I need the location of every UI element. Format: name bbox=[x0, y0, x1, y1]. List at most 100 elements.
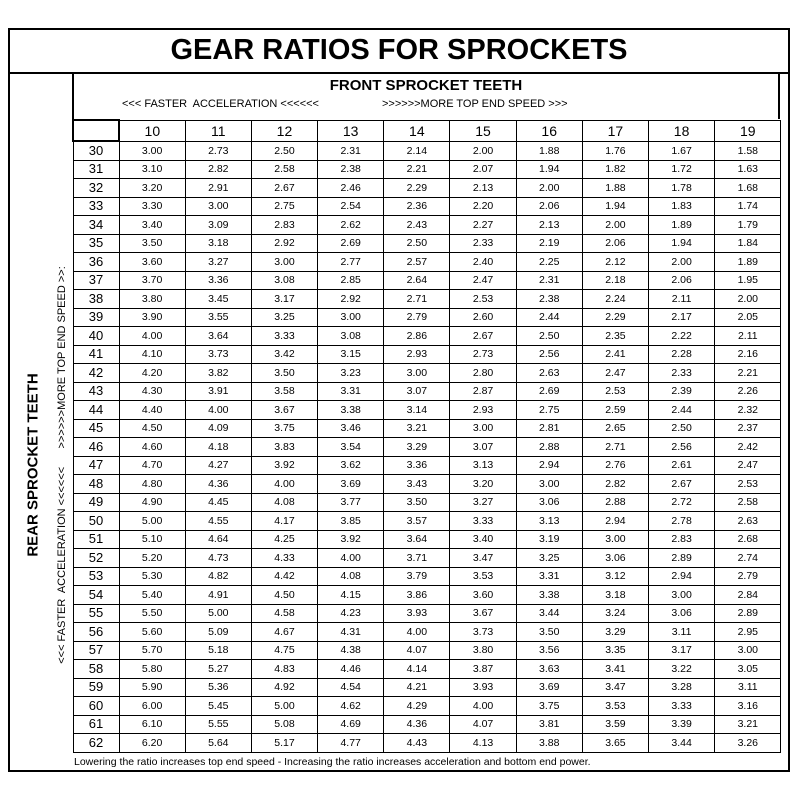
ratio-cell: 1.89 bbox=[714, 252, 782, 272]
ratio-cell: 2.25 bbox=[515, 252, 583, 272]
ratio-cell: 3.40 bbox=[449, 529, 517, 549]
ratio-cell: 3.13 bbox=[449, 455, 517, 475]
row-header: 34 bbox=[72, 215, 120, 235]
data-row: 50 5.00 4.55 4.17 3.85 3.57 3.33 3.13 2.94 2.78 2.… bbox=[72, 511, 782, 531]
data-row: 33 3.30 3.00 2.75 2.54 2.36 2.20 2.06 1.94 1.83 1.… bbox=[72, 196, 782, 216]
data-row: 36 3.60 3.27 3.00 2.77 2.57 2.40 2.25 2.12 2.00 1.… bbox=[72, 252, 782, 272]
ratio-cell: 4.08 bbox=[250, 492, 319, 512]
ratio-cell: 1.74 bbox=[714, 196, 782, 216]
column-header: 18 bbox=[647, 119, 716, 142]
data-row: 35 3.50 3.18 2.92 2.69 2.50 2.33 2.19 2.06 1.94 1.… bbox=[72, 233, 782, 253]
ratio-cell: 2.37 bbox=[714, 418, 782, 438]
ratio-cell: 4.40 bbox=[118, 400, 186, 420]
ratio-cell: 5.10 bbox=[118, 529, 186, 549]
ratio-cell: 2.73 bbox=[449, 344, 517, 364]
ratio-cell: 3.05 bbox=[714, 659, 782, 679]
ratio-cell: 2.60 bbox=[449, 307, 517, 327]
ratio-cell: 3.60 bbox=[118, 252, 186, 272]
ratio-cell: 2.82 bbox=[184, 159, 252, 179]
ratio-cell: 1.72 bbox=[647, 159, 716, 179]
ratio-cell: 2.73 bbox=[184, 140, 252, 161]
ratio-cell: 4.58 bbox=[250, 603, 319, 623]
ratio-cell: 2.13 bbox=[449, 178, 517, 198]
ratio-cell: 5.50 bbox=[118, 603, 186, 623]
ratio-cell: 3.06 bbox=[515, 492, 583, 512]
ratio-cell: 3.90 bbox=[118, 307, 186, 327]
ratio-cell: 2.33 bbox=[449, 233, 517, 253]
ratio-cell: 1.58 bbox=[714, 140, 782, 161]
ratio-cell: 3.42 bbox=[250, 344, 319, 364]
ratio-cell: 3.35 bbox=[581, 640, 650, 660]
ratio-cell: 3.00 bbox=[118, 140, 186, 161]
ratio-cell: 4.14 bbox=[383, 659, 451, 679]
column-header: 10 bbox=[118, 119, 186, 142]
ratio-cell: 3.07 bbox=[449, 437, 517, 457]
ratio-cell: 3.88 bbox=[515, 733, 583, 753]
ratio-cell: 2.67 bbox=[449, 326, 517, 346]
ratio-cell: 3.30 bbox=[118, 196, 186, 216]
ratio-cell: 3.43 bbox=[383, 474, 451, 494]
ratio-cell: 5.08 bbox=[250, 714, 319, 734]
ratio-cell: 1.79 bbox=[714, 215, 782, 235]
ratio-cell: 3.44 bbox=[515, 603, 583, 623]
ratio-cell: 3.13 bbox=[515, 511, 583, 531]
data-row: 41 4.10 3.73 3.42 3.15 2.93 2.73 2.56 2.41 2.28 2.… bbox=[72, 344, 782, 364]
data-row: 40 4.00 3.64 3.33 3.08 2.86 2.67 2.50 2.35 2.22 2.… bbox=[72, 326, 782, 346]
ratio-cell: 2.93 bbox=[449, 400, 517, 420]
ratio-cell: 3.18 bbox=[184, 233, 252, 253]
row-header: 47 bbox=[72, 455, 120, 475]
ratio-cell: 4.60 bbox=[118, 437, 186, 457]
column-header: 19 bbox=[714, 119, 782, 142]
ratio-cell: 3.93 bbox=[383, 603, 451, 623]
ratio-cell: 3.07 bbox=[383, 381, 451, 401]
ratio-cell: 5.00 bbox=[250, 696, 319, 716]
ratio-cell: 3.67 bbox=[250, 400, 319, 420]
ratio-cell: 4.00 bbox=[118, 326, 186, 346]
ratio-cell: 2.74 bbox=[714, 548, 782, 568]
ratio-cell: 3.40 bbox=[118, 215, 186, 235]
data-row: 42 4.20 3.82 3.50 3.23 3.00 2.80 2.63 2.47 2.33 2.… bbox=[72, 363, 782, 383]
ratio-cell: 2.77 bbox=[317, 252, 385, 272]
ratio-cell: 4.00 bbox=[317, 548, 385, 568]
ratio-cell: 4.42 bbox=[250, 566, 319, 586]
ratio-cell: 2.93 bbox=[383, 344, 451, 364]
ratio-cell: 3.17 bbox=[647, 640, 716, 660]
ratio-cell: 3.54 bbox=[317, 437, 385, 457]
data-row: 34 3.40 3.09 2.83 2.62 2.43 2.27 2.13 2.00 1.89 1.… bbox=[72, 215, 782, 235]
ratio-cell: 3.31 bbox=[515, 566, 583, 586]
ratio-cell: 3.38 bbox=[317, 400, 385, 420]
ratio-cell: 6.20 bbox=[118, 733, 186, 753]
ratio-cell: 2.88 bbox=[581, 492, 650, 512]
ratio-cell: 5.00 bbox=[184, 603, 252, 623]
ratio-cell: 3.36 bbox=[184, 270, 252, 290]
ratio-cell: 3.85 bbox=[317, 511, 385, 531]
row-header: 51 bbox=[72, 529, 120, 549]
ratio-cell: 2.54 bbox=[317, 196, 385, 216]
ratio-cell: 2.63 bbox=[515, 363, 583, 383]
ratio-cell: 4.92 bbox=[250, 677, 319, 697]
ratio-cell: 2.53 bbox=[449, 289, 517, 309]
ratio-cell: 2.46 bbox=[317, 178, 385, 198]
ratio-cell: 3.65 bbox=[581, 733, 650, 753]
ratio-cell: 4.77 bbox=[317, 733, 385, 753]
ratio-cell: 3.29 bbox=[581, 622, 650, 642]
ratio-cell: 3.39 bbox=[647, 714, 716, 734]
ratio-cell: 3.00 bbox=[317, 307, 385, 327]
data-row: 44 4.40 4.00 3.67 3.38 3.14 2.93 2.75 2.59 2.44 2.… bbox=[72, 400, 782, 420]
ratio-cell: 2.26 bbox=[714, 381, 782, 401]
column-header: 12 bbox=[250, 119, 319, 142]
ratio-cell: 2.29 bbox=[581, 307, 650, 327]
row-header: 37 bbox=[72, 270, 120, 290]
data-row: 39 3.90 3.55 3.25 3.00 2.79 2.60 2.44 2.29 2.17 2.… bbox=[72, 307, 782, 327]
ratio-cell: 2.61 bbox=[647, 455, 716, 475]
ratio-cell: 4.36 bbox=[383, 714, 451, 734]
ratio-cell: 3.06 bbox=[647, 603, 716, 623]
ratio-cell: 2.42 bbox=[714, 437, 782, 457]
ratio-cell: 2.87 bbox=[449, 381, 517, 401]
ratio-cell: 2.06 bbox=[515, 196, 583, 216]
ratio-cell: 2.00 bbox=[714, 289, 782, 309]
ratio-cell: 3.73 bbox=[184, 344, 252, 364]
ratio-cell: 2.85 bbox=[317, 270, 385, 290]
data-row: 31 3.10 2.82 2.58 2.38 2.21 2.07 1.94 1.82 1.72 1.… bbox=[72, 159, 782, 179]
